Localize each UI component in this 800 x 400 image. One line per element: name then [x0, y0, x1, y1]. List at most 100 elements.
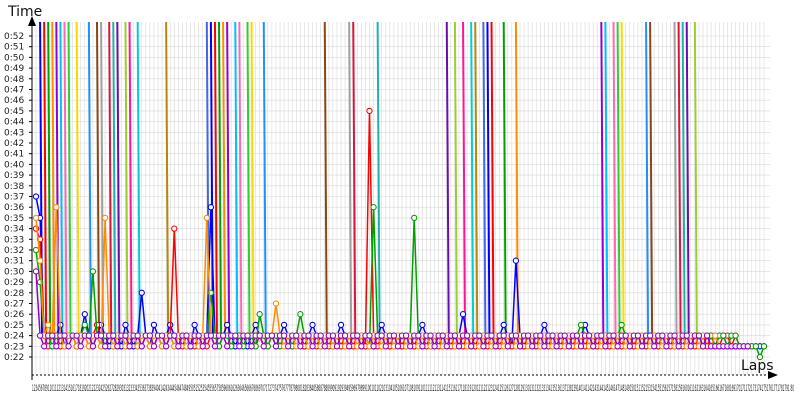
- data-point: [419, 343, 426, 350]
- data-point: [720, 332, 727, 339]
- y-tick-label: 0:42: [4, 139, 24, 149]
- spike-line: [234, 21, 239, 336]
- spike-line: [323, 21, 328, 336]
- data-point: [32, 193, 40, 200]
- y-tick-label: 0:52: [4, 32, 24, 42]
- spike-line: [128, 21, 133, 336]
- spike-line: [87, 21, 92, 336]
- data-point: [183, 332, 190, 339]
- data-point: [195, 332, 202, 339]
- data-point: [32, 214, 40, 222]
- data-point: [162, 343, 170, 350]
- spike-line: [43, 21, 48, 336]
- y-tick-label: 0:33: [4, 235, 24, 245]
- data-point: [268, 332, 276, 339]
- data-point: [236, 343, 243, 350]
- spike-line: [124, 21, 129, 336]
- data-point: [549, 332, 556, 339]
- spike-line: [462, 21, 467, 336]
- spike-line: [136, 21, 141, 336]
- data-point: [65, 343, 72, 350]
- data-point: [512, 332, 520, 339]
- data-point: [333, 343, 341, 350]
- data-point: [756, 353, 764, 361]
- spike-line: [96, 21, 101, 336]
- data-point: [415, 332, 422, 339]
- data-point: [618, 321, 625, 329]
- data-point: [224, 343, 231, 350]
- data-point: [97, 332, 105, 339]
- data-point: [419, 321, 426, 329]
- y-tick-label: 0:45: [4, 107, 24, 117]
- y-tick-label: 0:37: [4, 193, 24, 203]
- data-point: [565, 343, 572, 350]
- data-point: [370, 343, 377, 350]
- spike-line: [490, 21, 495, 336]
- data-point: [219, 332, 227, 339]
- data-point: [309, 321, 316, 329]
- data-point: [256, 311, 263, 318]
- x-tick-labels: 1234567891101112131415161718192021222324…: [32, 384, 794, 394]
- data-point: [634, 332, 642, 339]
- data-point: [626, 343, 633, 350]
- x-axis-title: Laps: [741, 358, 774, 374]
- y-axis-title: Time: [7, 4, 42, 20]
- data-point: [101, 214, 109, 222]
- data-point: [439, 332, 446, 339]
- data-point: [646, 332, 654, 339]
- spike-line: [348, 21, 353, 336]
- data-point: [651, 343, 658, 350]
- data-point: [280, 332, 288, 339]
- data-point: [207, 332, 215, 339]
- x-axis-arrow-icon: [768, 371, 778, 379]
- data-point: [49, 332, 56, 339]
- data-point: [36, 257, 44, 264]
- spike-line: [645, 21, 650, 336]
- data-point: [537, 332, 544, 339]
- data-point: [187, 343, 194, 350]
- data-point: [541, 321, 548, 329]
- y-tick-label: 0:31: [4, 257, 24, 267]
- data-point: [614, 343, 621, 350]
- y-tick-label: 0:44: [4, 118, 24, 128]
- data-point: [663, 343, 670, 350]
- data-point: [492, 343, 499, 350]
- data-point: [248, 343, 255, 350]
- y-tick-label: 0:26: [4, 310, 24, 320]
- spike-line: [47, 21, 52, 336]
- spike-line: [226, 21, 231, 336]
- spike-line: [352, 21, 357, 336]
- y-tick-label: 0:39: [4, 171, 24, 181]
- data-point: [512, 257, 520, 264]
- data-point: [675, 343, 682, 350]
- data-point: [577, 321, 585, 329]
- data-point: [150, 321, 158, 329]
- data-point: [32, 246, 40, 254]
- data-point: [610, 332, 617, 339]
- data-point: [504, 343, 511, 350]
- spike-line: [445, 21, 450, 336]
- spike-line: [376, 21, 381, 336]
- spike-line: [59, 21, 64, 336]
- data-point: [150, 343, 158, 350]
- data-point: [411, 214, 418, 222]
- data-point: [171, 332, 178, 339]
- data-point: [85, 332, 93, 339]
- spike-line: [502, 21, 507, 336]
- data-point: [232, 332, 239, 339]
- spike-line: [685, 21, 690, 336]
- data-point: [402, 332, 410, 339]
- data-point: [305, 332, 312, 339]
- data-point: [297, 343, 304, 350]
- data-point: [561, 332, 568, 339]
- data-point: [732, 332, 739, 339]
- y-tick-labels: 0:220:230:240:250:260:270:280:290:300:31…: [4, 32, 32, 363]
- data-point: [407, 343, 414, 350]
- series-line: [35, 207, 748, 349]
- data-point: [358, 343, 365, 350]
- data-point: [378, 332, 385, 339]
- data-point: [244, 332, 251, 339]
- spike-line: [673, 21, 678, 336]
- spike-line: [246, 21, 251, 336]
- data-point: [480, 343, 487, 350]
